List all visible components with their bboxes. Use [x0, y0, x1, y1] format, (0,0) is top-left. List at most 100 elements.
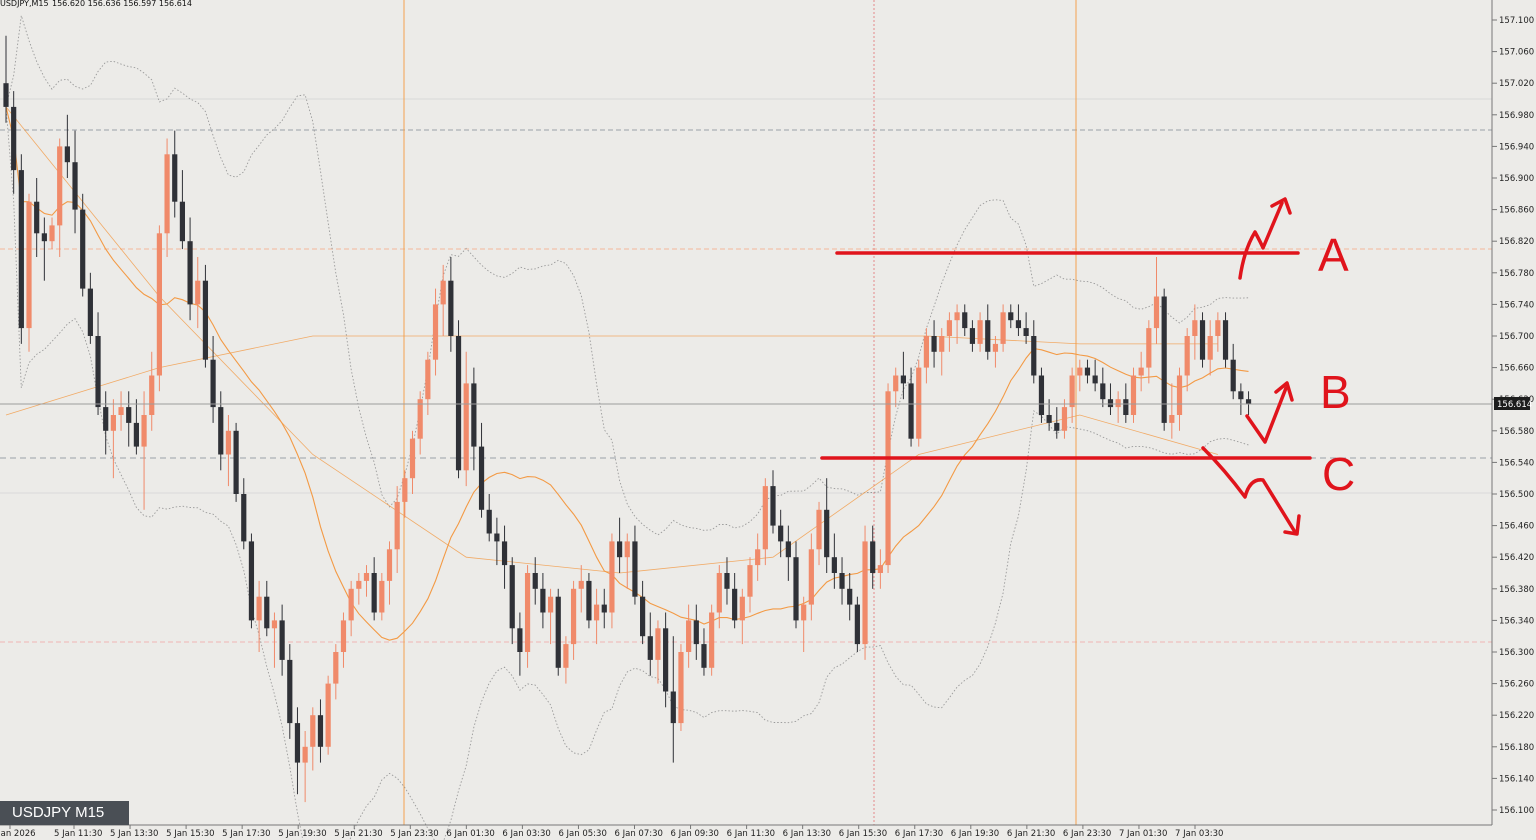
candle-body [931, 336, 937, 352]
candle [655, 620, 661, 684]
candle-body [1230, 359, 1236, 392]
candle-body [1176, 375, 1183, 415]
candle [95, 312, 101, 415]
y-tick-label: 156.260 [1499, 680, 1534, 690]
header-ohlc: 156.620 156.636 156.597 156.614 [52, 0, 192, 8]
candle-body [762, 486, 768, 550]
candle [11, 91, 17, 194]
annotation-label-a: A [1318, 229, 1349, 281]
x-tick-label: 5 Jan 23:30 [390, 829, 438, 839]
candle-body [126, 407, 132, 423]
candle [195, 257, 201, 329]
candle [678, 644, 684, 731]
candle-body [425, 359, 431, 400]
y-tick-label: 156.420 [1499, 553, 1534, 563]
candle [279, 604, 285, 676]
candle [547, 588, 554, 645]
candle [471, 367, 477, 471]
candle-body [954, 312, 960, 321]
candle-body [348, 588, 354, 621]
candle-body [141, 415, 147, 447]
candle [118, 391, 124, 431]
price-axis-panel[interactable] [1492, 0, 1536, 840]
candle [808, 533, 814, 621]
candle-body [18, 170, 24, 329]
candle [793, 541, 799, 629]
candle-body [923, 336, 929, 368]
candle [755, 533, 761, 581]
candle [532, 557, 538, 605]
candle [1222, 312, 1229, 368]
candle [202, 264, 209, 368]
candle [1161, 288, 1167, 431]
candle [977, 312, 983, 352]
candle-body [877, 565, 883, 573]
candle [356, 573, 362, 605]
candle-body [532, 573, 538, 589]
candle-body [985, 320, 991, 352]
candle [923, 328, 929, 384]
candle [241, 478, 247, 550]
arrow-up-b-head-icon [1274, 381, 1294, 402]
hand-annotations [820, 197, 1312, 536]
candle-body [1161, 296, 1167, 423]
x-tick-label: 6 Jan 07:30 [615, 829, 663, 839]
candle [624, 533, 630, 589]
bollinger-bands [5, 15, 1249, 840]
candle [1238, 383, 1244, 415]
candle [555, 588, 561, 676]
lower-band [5, 106, 1249, 840]
candle-body [11, 106, 17, 171]
y-tick-label: 156.380 [1499, 585, 1534, 595]
candle [946, 312, 953, 352]
candle-body [57, 146, 63, 226]
y-tick-label: 156.820 [1499, 237, 1534, 247]
candle-body [1100, 383, 1106, 400]
candle [540, 573, 546, 629]
y-tick-label: 156.700 [1499, 332, 1534, 342]
candle [724, 557, 730, 605]
candle-body [440, 280, 446, 305]
candle [478, 422, 485, 518]
candle [133, 399, 139, 455]
candle-body [179, 201, 186, 242]
candle [340, 612, 347, 668]
candle [831, 533, 837, 589]
candle [716, 565, 722, 629]
upper-band [5, 15, 1249, 536]
candle-body [371, 573, 377, 613]
candle-body [271, 620, 278, 629]
candle [1138, 351, 1144, 392]
candle-body [686, 620, 692, 652]
candle [1176, 367, 1183, 431]
candle [578, 565, 584, 613]
candle [494, 517, 500, 566]
candle [1023, 312, 1029, 344]
candle [1100, 367, 1106, 408]
candle-body [847, 588, 853, 605]
candle-body [1046, 415, 1052, 423]
candle [501, 525, 508, 589]
candle [1169, 383, 1175, 439]
candle-body [363, 573, 370, 581]
candle [862, 525, 868, 660]
candle [325, 675, 331, 755]
candle-body [1084, 367, 1091, 376]
candle-body [593, 604, 600, 621]
candle [417, 391, 423, 455]
candle [570, 580, 577, 660]
y-tick-label: 156.500 [1499, 490, 1534, 500]
candle-body [1169, 415, 1175, 423]
candle [448, 257, 454, 352]
candle [701, 628, 707, 676]
candle [885, 383, 891, 573]
candle-body [455, 336, 462, 471]
candle-body [670, 691, 676, 724]
candle [486, 494, 492, 542]
candle-body [977, 320, 983, 344]
candle-body [555, 596, 561, 668]
x-tick-label: 7 Jan 03:30 [1175, 829, 1223, 839]
candle [80, 193, 86, 297]
candle-body [647, 636, 653, 660]
